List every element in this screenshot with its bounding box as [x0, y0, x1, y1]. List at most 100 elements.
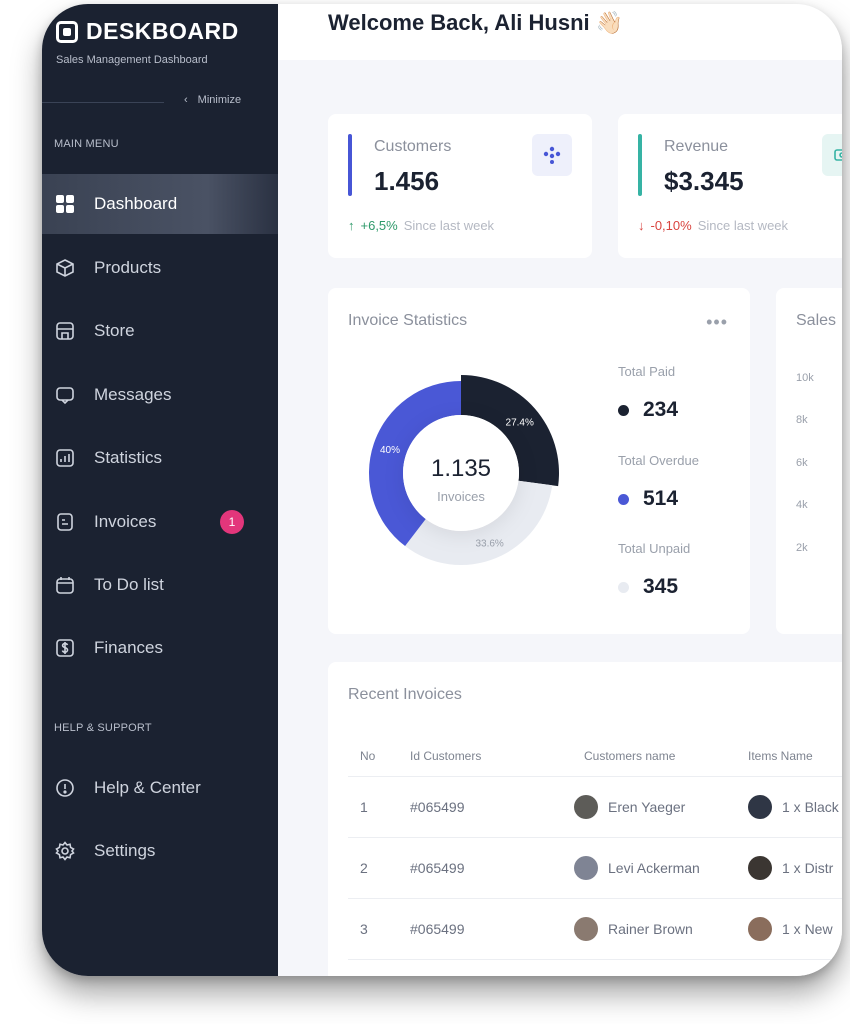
donut-center: [403, 415, 519, 531]
sidebar-item-dashboard[interactable]: Dashboard: [42, 174, 278, 234]
legend-dot: [618, 581, 629, 593]
cell-no: 2: [348, 837, 410, 899]
calendar-icon: [54, 574, 76, 596]
customers-stat-card[interactable]: Customers 1.456 ↑ +6,5% Since last week: [328, 114, 592, 258]
help-support-label: HELP & SUPPORT: [54, 722, 152, 734]
card-title: Recent Invoices: [348, 686, 462, 703]
main-menu-label: MAIN MENU: [54, 138, 119, 150]
box-icon: [54, 257, 76, 279]
stat-change: ↑ +6,5% Since last week: [348, 218, 495, 233]
sidebar-item-finances[interactable]: Finances: [42, 618, 278, 678]
revenue-stat-card[interactable]: Revenue $3.345 ↓ -0,10% Since last week: [618, 114, 842, 258]
sidebar-item-label: Store: [94, 321, 135, 340]
sidebar-item-label: Statistics: [94, 448, 163, 467]
stat-value: 1.456: [374, 166, 440, 196]
y-tick: 10k: [796, 372, 814, 384]
dollar-icon: [54, 637, 76, 659]
settings-icon: [54, 840, 76, 862]
donut-segment[interactable]: [461, 375, 559, 487]
sidebar-item-store[interactable]: Store: [42, 301, 278, 361]
chevron-left-icon: ‹: [184, 94, 188, 106]
table-row[interactable]: 3 #065499 Rainer Brown 1 x New: [348, 898, 842, 960]
cell-no: 3: [348, 898, 410, 960]
brand-subtitle: Sales Management Dashboard: [56, 54, 208, 66]
arrow-down-icon: ↓: [638, 218, 645, 233]
column-header[interactable]: Items Name: [748, 736, 842, 777]
arrow-up-icon: ↑: [348, 218, 355, 233]
cell-id: #065499: [410, 837, 568, 899]
accent-bar: [348, 134, 352, 196]
sidebar-item-statistics[interactable]: Statistics: [42, 428, 278, 488]
donut-center-label: Invoices: [437, 489, 485, 504]
item-thumbnail: [748, 916, 772, 941]
accent-bar: [638, 134, 642, 196]
sidebar-item-todo[interactable]: To Do list: [42, 555, 278, 615]
legend-dot: [618, 493, 629, 505]
cell-customer-name: Rainer Brown: [608, 920, 693, 937]
sidebar-item-help-center[interactable]: Help & Center: [42, 758, 278, 818]
store-icon: [54, 320, 76, 342]
stat-value: $3.345: [664, 166, 744, 196]
y-tick: 8k: [796, 414, 808, 426]
item-thumbnail: [748, 794, 772, 819]
sidebar-item-messages[interactable]: Messages: [42, 365, 278, 425]
customers-icon: [532, 134, 572, 176]
stat-label: Revenue: [664, 138, 729, 155]
table-header-row: No Id Customers Customers name Items Nam…: [348, 736, 842, 777]
grid-icon: [54, 193, 76, 215]
cell-id: #065499: [410, 898, 568, 960]
card-title: Invoice Statistics: [348, 312, 468, 329]
legend-item-unpaid: 345: [618, 575, 678, 599]
sidebar-item-label: Dashboard: [94, 194, 178, 213]
legend-item-paid: 234: [618, 398, 678, 422]
cell-item-name: 1 x Distr: [782, 859, 834, 876]
app-window: DESKBOARD Sales Management Dashboard ‹ M…: [42, 4, 842, 976]
info-icon: [54, 777, 76, 799]
sidebar-item-label: Products: [94, 258, 162, 277]
cell-customer-name: Levi Ackerman: [608, 859, 700, 876]
cell-customer-name: Eren Yaeger: [608, 798, 686, 815]
column-header[interactable]: Customers name: [568, 736, 748, 777]
invoice-icon: [54, 511, 76, 533]
donut-segment[interactable]: [405, 480, 553, 565]
cell-item-name: 1 x Black: [782, 798, 839, 815]
sidebar-item-settings[interactable]: Settings: [42, 821, 278, 881]
donut-segment-label: 40%: [380, 445, 400, 456]
sales-card: Sales 10k 8k 6k 4k 2k: [776, 288, 842, 634]
y-tick: 4k: [796, 499, 808, 511]
column-header[interactable]: Id Customers: [410, 736, 568, 777]
minimize-button[interactable]: ‹ Minimize: [184, 94, 241, 106]
invoice-statistics-card: Invoice Statistics ••• 27.4% 33.6% 40% 1.1…: [328, 288, 750, 634]
table-row[interactable]: 1 #065499 Eren Yaeger 1 x Black: [348, 776, 842, 838]
legend-label-unpaid: Total Unpaid: [618, 541, 691, 556]
column-header[interactable]: No: [348, 736, 410, 777]
welcome-heading: Welcome Back, Ali Husni 👋🏻: [328, 10, 624, 35]
cell-id: #065499: [410, 776, 568, 838]
logo-icon: [56, 20, 78, 43]
waving-hand-icon: 👋🏻: [595, 10, 624, 35]
revenue-icon: [822, 134, 842, 176]
table-row[interactable]: 2 #065499 Levi Ackerman 1 x Distr: [348, 837, 842, 899]
cell-no: 1: [348, 776, 410, 838]
sidebar-item-label: Help & Center: [94, 778, 201, 797]
sidebar-item-label: To Do list: [94, 575, 164, 594]
sidebar-item-invoices[interactable]: Invoices 1: [42, 492, 278, 552]
y-tick: 2k: [796, 542, 808, 554]
recent-invoices-card: Recent Invoices No Id Customers Customer…: [328, 662, 842, 976]
sidebar-item-label: Settings: [94, 841, 156, 860]
notification-badge: 1: [220, 510, 244, 534]
y-tick: 6k: [796, 457, 808, 469]
donut-segment-label: 33.6%: [475, 538, 503, 549]
sidebar-item-label: Finances: [94, 638, 163, 657]
minimize-label: Minimize: [197, 94, 242, 106]
more-options-button[interactable]: •••: [706, 312, 728, 332]
legend-dot: [618, 404, 629, 416]
chart-icon: [54, 447, 76, 469]
brand[interactable]: DESKBOARD: [56, 18, 239, 45]
donut-segment[interactable]: [369, 381, 461, 547]
donut-segment-label: 27.4%: [506, 418, 534, 429]
donut-center-value: 1.135: [431, 455, 491, 482]
sidebar-item-products[interactable]: Products: [42, 238, 278, 298]
stat-change: ↓ -0,10% Since last week: [638, 218, 789, 233]
avatar: [574, 794, 598, 819]
